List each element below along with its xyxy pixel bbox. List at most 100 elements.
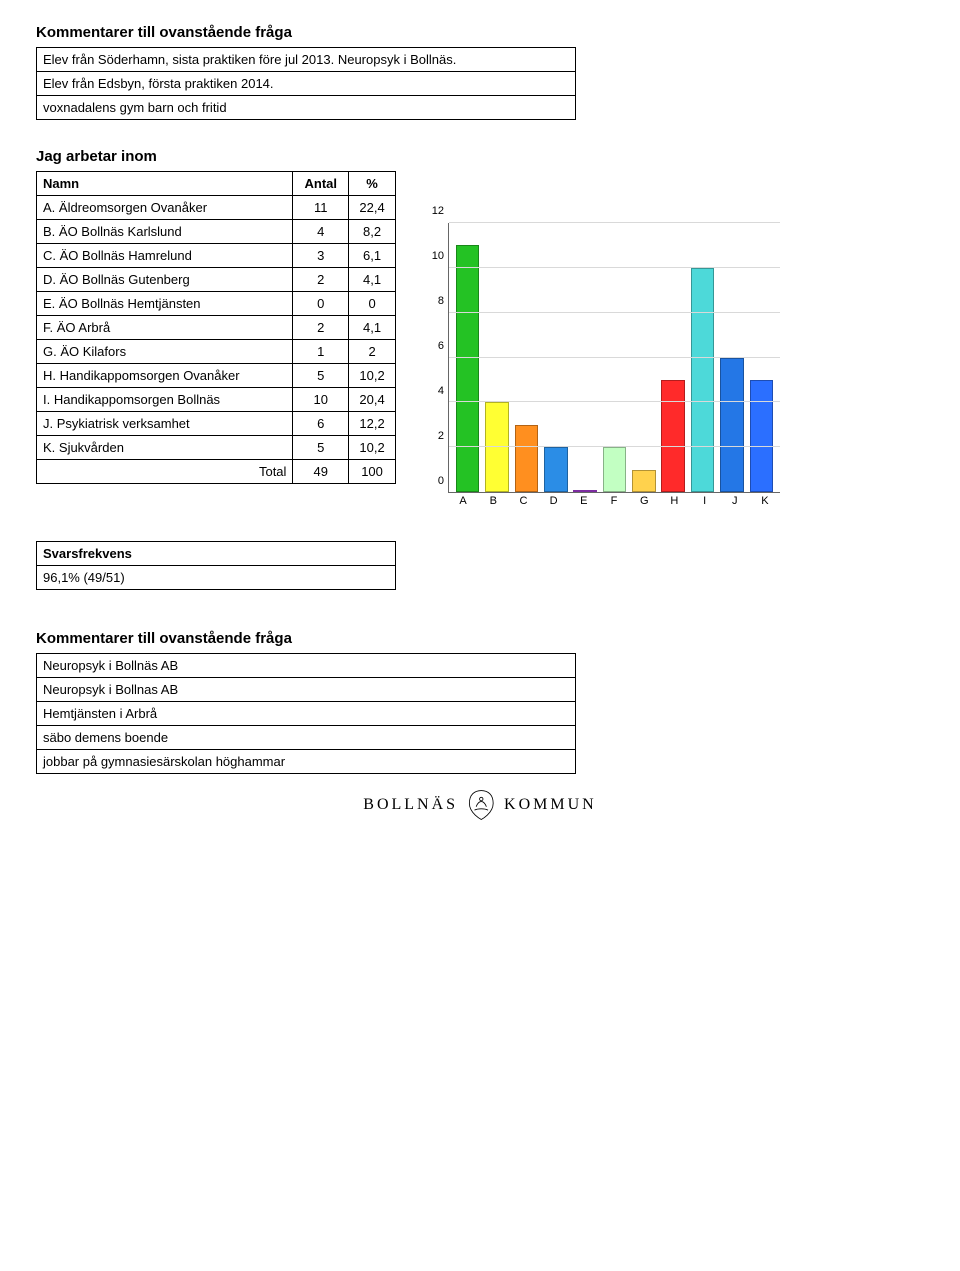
row-pct: 4,1 (349, 268, 396, 292)
x-tick-label: E (569, 495, 599, 513)
row-count: 10 (293, 388, 349, 412)
table-row: D. ÄO Bollnäs Gutenberg24,1 (37, 268, 396, 292)
comment-box-2: Neuropsyk i Bollnäs ABNeuropsyk i Bollna… (36, 653, 576, 774)
comment-row: Elev från Edsbyn, första praktiken 2014. (37, 72, 575, 96)
row-label: B. ÄO Bollnäs Karlslund (37, 220, 293, 244)
row-count: 11 (293, 196, 349, 220)
row-pct: 2 (349, 340, 396, 364)
footer-text-left: BOLLNÄS (363, 796, 458, 814)
bar (456, 245, 479, 492)
row-count: 0 (293, 292, 349, 316)
col-antal: Antal (293, 172, 349, 196)
section3-title: Kommentarer till ovanstående fråga (36, 630, 924, 647)
row-label: E. ÄO Bollnäs Hemtjänsten (37, 292, 293, 316)
bar-slot (747, 223, 776, 492)
y-tick-label: 4 (420, 385, 444, 397)
bar (691, 268, 714, 492)
bar-slot (570, 223, 599, 492)
comment-row: Hemtjänsten i Arbrå (37, 702, 575, 726)
x-tick-label: F (599, 495, 629, 513)
x-tick-label: A (448, 495, 478, 513)
row-count: 4 (293, 220, 349, 244)
x-tick-label: D (539, 495, 569, 513)
table-row: A. Äldreomsorgen Ovanåker1122,4 (37, 196, 396, 220)
section2-title: Jag arbetar inom (36, 148, 924, 165)
bar-slot (600, 223, 629, 492)
x-tick-label: I (690, 495, 720, 513)
x-tick-label: J (720, 495, 750, 513)
gridline (449, 222, 780, 223)
row-label: F. ÄO Arbrå (37, 316, 293, 340)
comment-box-1: Elev från Söderhamn, sista praktiken för… (36, 47, 576, 120)
gridline (449, 357, 780, 358)
bar (544, 447, 567, 492)
row-label: I. Handikappomsorgen Bollnäs (37, 388, 293, 412)
bar-chart: 024681012 ABCDEFGHIJK (420, 223, 780, 513)
table-total-row: Total 49 100 (37, 460, 396, 484)
row-pct: 10,2 (349, 364, 396, 388)
x-tick-label: G (629, 495, 659, 513)
row-pct: 20,4 (349, 388, 396, 412)
y-tick-label: 6 (420, 340, 444, 352)
row-label: H. Handikappomsorgen Ovanåker (37, 364, 293, 388)
row-label: J. Psykiatrisk verksamhet (37, 412, 293, 436)
y-tick-label: 2 (420, 430, 444, 442)
row-pct: 8,2 (349, 220, 396, 244)
bar-slot (541, 223, 570, 492)
table-row: I. Handikappomsorgen Bollnäs1020,4 (37, 388, 396, 412)
table-row: H. Handikappomsorgen Ovanåker510,2 (37, 364, 396, 388)
bar-slot (453, 223, 482, 492)
bar (573, 490, 596, 492)
y-tick-label: 0 (420, 475, 444, 487)
x-tick-label: K (750, 495, 780, 513)
row-count: 2 (293, 316, 349, 340)
section1-title: Kommentarer till ovanstående fråga (36, 24, 924, 41)
row-pct: 4,1 (349, 316, 396, 340)
row-count: 5 (293, 436, 349, 460)
bar (750, 380, 773, 492)
comment-row: Neuropsyk i Bollnas AB (37, 678, 575, 702)
bar (603, 447, 626, 492)
comment-row: jobbar på gymnasiesärskolan höghammar (37, 750, 575, 773)
gridline (449, 446, 780, 447)
row-pct: 0 (349, 292, 396, 316)
bar (661, 380, 684, 492)
y-tick-label: 8 (420, 295, 444, 307)
table-row: K. Sjukvården510,2 (37, 436, 396, 460)
row-count: 5 (293, 364, 349, 388)
x-tick-label: C (508, 495, 538, 513)
bar-slot (512, 223, 541, 492)
row-pct: 10,2 (349, 436, 396, 460)
svars-value: 96,1% (49/51) (37, 566, 395, 589)
bar-slot (688, 223, 717, 492)
row-pct: 6,1 (349, 244, 396, 268)
row-label: A. Äldreomsorgen Ovanåker (37, 196, 293, 220)
y-tick-label: 10 (420, 250, 444, 262)
bar (720, 358, 743, 493)
row-label: K. Sjukvården (37, 436, 293, 460)
row-count: 2 (293, 268, 349, 292)
data-table: Namn Antal % A. Äldreomsorgen Ovanåker11… (36, 171, 396, 484)
total-label: Total (37, 460, 293, 484)
table-header-row: Namn Antal % (37, 172, 396, 196)
row-pct: 12,2 (349, 412, 396, 436)
table-and-chart-row: Namn Antal % A. Äldreomsorgen Ovanåker11… (36, 171, 924, 513)
footer-logo: BOLLNÄS KOMMUN (363, 788, 596, 822)
row-count: 6 (293, 412, 349, 436)
table-row: J. Psykiatrisk verksamhet612,2 (37, 412, 396, 436)
table-row: B. ÄO Bollnäs Karlslund48,2 (37, 220, 396, 244)
row-pct: 22,4 (349, 196, 396, 220)
svars-title: Svarsfrekvens (37, 542, 395, 566)
gridline (449, 312, 780, 313)
footer-text-right: KOMMUN (504, 796, 597, 814)
municipality-crest-icon (464, 788, 498, 822)
comment-row: säbo demens boende (37, 726, 575, 750)
gridline (449, 267, 780, 268)
comment-row: Neuropsyk i Bollnäs AB (37, 654, 575, 678)
bar (632, 470, 655, 492)
x-tick-label: B (478, 495, 508, 513)
bar-slot (482, 223, 511, 492)
row-label: D. ÄO Bollnäs Gutenberg (37, 268, 293, 292)
col-namn: Namn (37, 172, 293, 196)
y-tick-label: 12 (420, 205, 444, 217)
